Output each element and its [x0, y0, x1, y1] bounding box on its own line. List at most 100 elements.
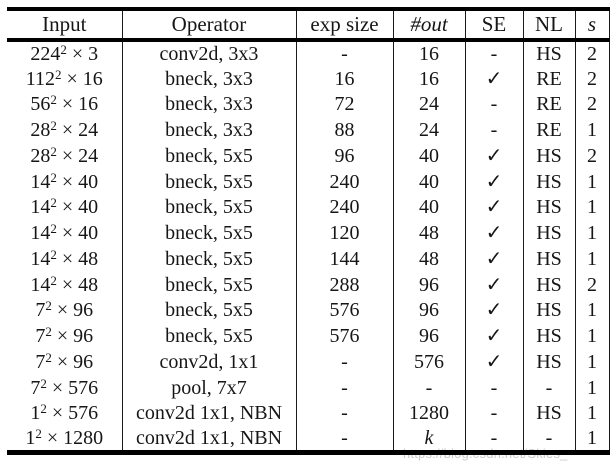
cell-exp: 576 [296, 297, 394, 324]
input-exponent: 2 [45, 324, 52, 340]
cell-out: 16 [393, 65, 466, 92]
cell-operator: bneck, 5x5 [122, 194, 297, 221]
cell-se-checkmark: ✓ [465, 349, 524, 375]
cell-exp: 288 [296, 271, 394, 298]
table-row: 2242 × 3 conv2d, 3x3-16- HS 2 [7, 40, 610, 66]
cell-out: 24 [393, 117, 466, 143]
cell-se-checkmark: ✓ [465, 271, 524, 298]
column-header-out: #out [393, 9, 466, 40]
table-row: 12 × 1280 conv2d 1x1, NBN - k - -1 [7, 426, 610, 452]
table-row: 142 × 40 bneck, 5x5 240 40 ✓ HS 1 [7, 168, 610, 195]
cell-se: - [465, 400, 524, 427]
cell-exp: - [296, 400, 394, 427]
cell-s: 2 [575, 40, 610, 66]
column-header-s: s [575, 9, 610, 40]
cell-operator: bneck, 5x5 [122, 143, 297, 169]
cell-input: 142 × 40 [7, 168, 123, 195]
input-exponent: 2 [50, 195, 57, 211]
cell-s: 2 [575, 271, 610, 298]
cell-s: 1 [575, 246, 610, 272]
cell-out: k [393, 426, 466, 452]
cell-input: 72 × 576 [7, 374, 123, 401]
cell-input: 72 × 96 [7, 297, 123, 324]
table-row: 282 × 24 bneck, 5x5 96 40 ✓ HS 2 [7, 143, 610, 169]
cell-se: - [465, 426, 524, 452]
cell-s: 1 [575, 323, 610, 349]
cell-s: 1 [575, 194, 610, 221]
cell-input: 282 × 24 [7, 143, 123, 169]
cell-input: 562 × 16 [7, 91, 123, 118]
input-exponent: 2 [45, 349, 52, 365]
cell-exp: 576 [296, 323, 394, 349]
cell-operator: bneck, 3x3 [122, 65, 297, 92]
cell-operator: pool, 7x7 [122, 374, 297, 401]
cell-input: 142 × 48 [7, 246, 123, 272]
cell-s: 1 [575, 220, 610, 246]
cell-s: 1 [575, 426, 610, 452]
input-exponent: 2 [54, 66, 62, 82]
cell-se-checkmark: ✓ [465, 323, 524, 349]
cell-operator: bneck, 3x3 [122, 91, 297, 118]
cell-se: - [465, 40, 524, 66]
table-header: Input Operator exp size #out SE NL s [7, 9, 610, 40]
cell-input: 142 × 40 [7, 194, 123, 221]
cell-exp: 96 [296, 143, 394, 169]
cell-operator: bneck, 5x5 [122, 297, 297, 324]
cell-se: - [465, 374, 524, 401]
header-row: Input Operator exp size #out SE NL s [7, 9, 610, 40]
input-exponent: 2 [60, 41, 67, 57]
cell-s: 2 [575, 65, 610, 92]
cell-out: 576 [393, 349, 466, 375]
cell-input: 72 × 96 [7, 349, 123, 375]
input-exponent: 2 [50, 118, 57, 134]
column-header-input: Input [7, 9, 123, 40]
cell-input: 12 × 1280 [7, 426, 123, 452]
table-row: 562 × 16 bneck, 3x3 72 24- RE 2 [7, 91, 610, 118]
input-exponent: 2 [45, 298, 52, 314]
table-row: 72 × 96 bneck, 5x5 576 96 ✓ HS 1 [7, 297, 610, 324]
cell-nl: RE [523, 91, 576, 118]
input-exponent: 2 [40, 375, 47, 391]
cell-out: 96 [393, 323, 466, 349]
input-exponent: 2 [50, 246, 57, 262]
cell-exp: 120 [296, 220, 394, 246]
cell-operator: bneck, 5x5 [122, 220, 297, 246]
cell-se-checkmark: ✓ [465, 168, 524, 195]
cell-exp: - [296, 40, 394, 66]
cell-out: 16 [393, 40, 466, 66]
cell-operator: conv2d, 3x3 [122, 40, 297, 66]
table-row: 12 × 576 conv2d 1x1, NBN -1280- HS 1 [7, 400, 610, 427]
table-row: 1122 × 16 bneck, 3x3 16 16 ✓ RE 2 [7, 65, 610, 92]
input-exponent: 2 [50, 143, 57, 159]
input-exponent: 2 [35, 426, 42, 441]
cell-operator: bneck, 5x5 [122, 168, 297, 195]
cell-out: 48 [393, 246, 466, 272]
table-row: 72 × 576 pool, 7x7- - - -1 [7, 374, 610, 401]
table-row: 142 × 48 bneck, 5x5 288 96 ✓ HS 2 [7, 271, 610, 298]
cell-input: 72 × 96 [7, 323, 123, 349]
cell-operator: bneck, 5x5 [122, 246, 297, 272]
table-body: 2242 × 3 conv2d, 3x3-16- HS 2 1122 × 16 bneck… [7, 40, 610, 452]
cell-input: 142 × 48 [7, 271, 123, 298]
cell-se: - [465, 117, 524, 143]
cell-nl: HS [523, 349, 576, 375]
cell-se-checkmark: ✓ [465, 220, 524, 246]
cell-se-checkmark: ✓ [465, 297, 524, 324]
cell-s: 1 [575, 117, 610, 143]
cell-nl: HS [523, 246, 576, 272]
cell-out: 24 [393, 91, 466, 118]
cell-nl: HS [523, 271, 576, 298]
cell-input: 12 × 576 [7, 400, 123, 427]
table-row: 72 × 96 bneck, 5x5 576 96 ✓ HS 1 [7, 323, 610, 349]
cell-operator: conv2d, 1x1 [122, 349, 297, 375]
cell-exp: 16 [296, 65, 394, 92]
cell-se: - [465, 91, 524, 118]
cell-out: 40 [393, 168, 466, 195]
cell-operator: conv2d 1x1, NBN [122, 426, 297, 452]
cell-s: 2 [575, 91, 610, 118]
cell-operator: bneck, 3x3 [122, 117, 297, 143]
cell-s: 1 [575, 374, 610, 401]
input-exponent: 2 [50, 272, 57, 288]
